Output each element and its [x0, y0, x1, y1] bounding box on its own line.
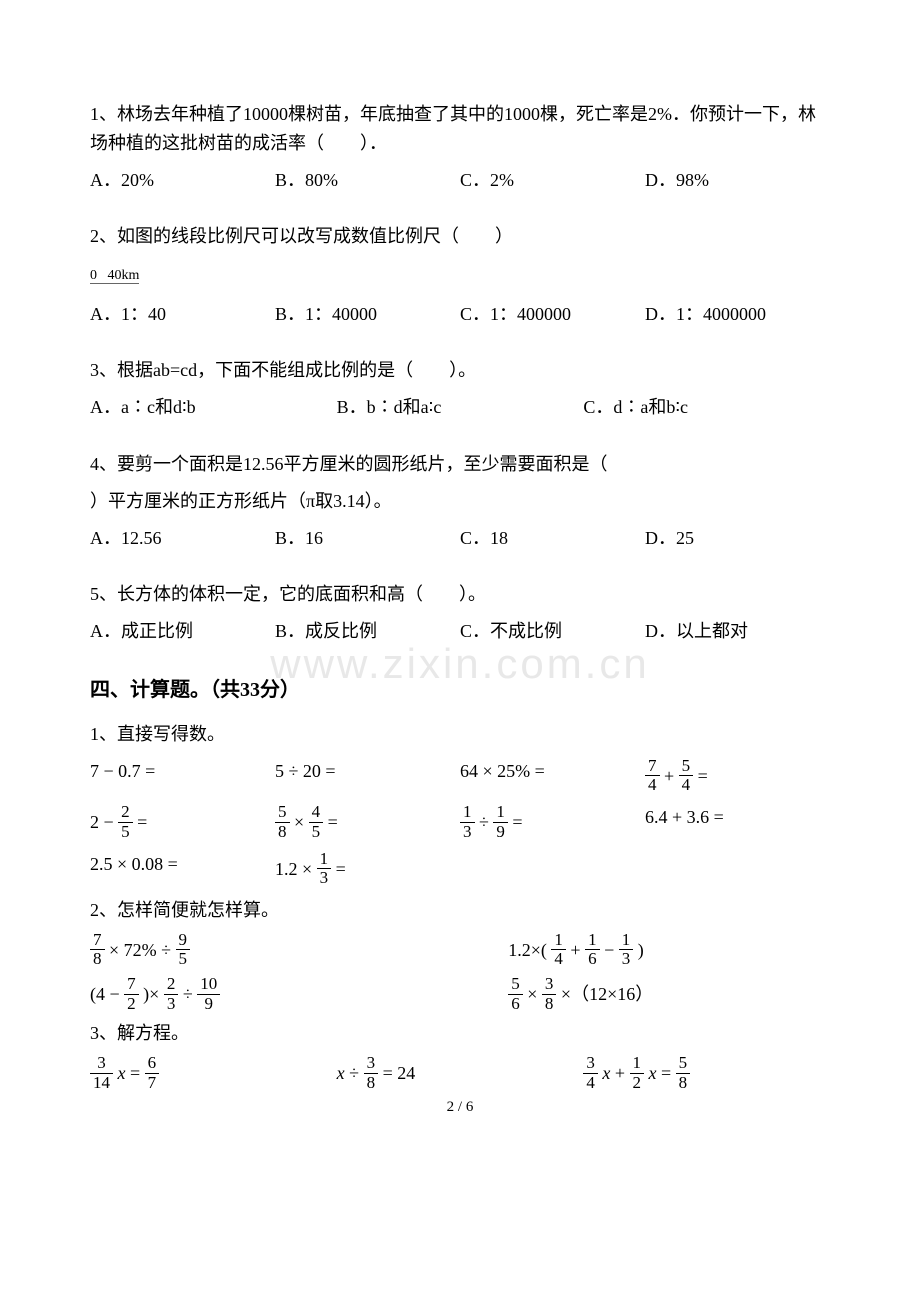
calc-item: 2.5 × 0.08 =	[90, 850, 275, 888]
option-b: B．成反比例	[275, 617, 460, 646]
option-c: C．18	[460, 524, 645, 553]
option-c: C．不成比例	[460, 617, 645, 646]
calc-item: 64 × 25% =	[460, 757, 645, 795]
sub-1-label: 1、直接写得数。	[90, 720, 830, 749]
option-c: C．1：400000	[460, 300, 645, 329]
question-5-text: 5、长方体的体积一定，它的底面积和高（ ）。	[90, 580, 830, 609]
question-3-options: A．a∶c和d∶b B．b∶d和a∶c C．d∶a和b∶c	[90, 393, 830, 422]
option-a: A．成正比例	[90, 617, 275, 646]
calc-item: 78 × 72% ÷ 95	[90, 931, 508, 969]
question-3: 3、根据ab=cd，下面不能组成比例的是（ ）。 A．a∶c和d∶b B．b∶d…	[90, 356, 830, 422]
calc-item: (4 − 72 )× 23 ÷ 109	[90, 975, 508, 1013]
equations-row: 314 x = 67 x ÷ 38 = 24 34 x + 12 x = 58	[90, 1054, 830, 1092]
question-5: 5、长方体的体积一定，它的底面积和高（ ）。 A．成正比例 B．成反比例 C．不…	[90, 580, 830, 646]
page-content: 1、林场去年种植了10000棵树苗，年底抽查了其中的1000棵，死亡率是2%．你…	[90, 100, 830, 1093]
option-b: B．b∶d和a∶c	[337, 393, 584, 422]
calc-item: 6.4 + 3.6 =	[645, 803, 830, 841]
option-b: B．80%	[275, 166, 460, 195]
calc-item: 2 − 25 =	[90, 803, 275, 841]
question-2: 2、如图的线段比例尺可以改写成数值比例尺（ ） 0 40km A．1：40 B．…	[90, 222, 830, 328]
calc-row-2: 2 − 25 = 58 × 45 = 13 ÷ 19 = 6.4 + 3.6 =	[90, 803, 830, 841]
sub-2-label: 2、怎样简便就怎样算。	[90, 896, 830, 925]
option-a: A．a∶c和d∶b	[90, 393, 337, 422]
calc-item: 56 × 38 ×（12×16）	[508, 975, 830, 1013]
option-c: C．2%	[460, 166, 645, 195]
calc-item: 5 ÷ 20 =	[275, 757, 460, 795]
section-4-title: 四、计算题。（共33分）	[90, 674, 830, 706]
calc-item: 7 − 0.7 =	[90, 757, 275, 795]
calc-pair-1: 78 × 72% ÷ 95 1.2×( 14 + 16 − 13 )	[90, 931, 830, 969]
calc-row-1: 7 − 0.7 = 5 ÷ 20 = 64 × 25% = 74 + 54 =	[90, 757, 830, 795]
page-number: 2 / 6	[447, 1095, 474, 1119]
calc-item: 1.2×( 14 + 16 − 13 )	[508, 931, 830, 969]
option-d: D．以上都对	[645, 617, 830, 646]
question-1-text: 1、林场去年种植了10000棵树苗，年底抽查了其中的1000棵，死亡率是2%．你…	[90, 100, 830, 158]
question-4-options: A．12.56 B．16 C．18 D．25	[90, 524, 830, 553]
option-d: D．98%	[645, 166, 830, 195]
question-3-text: 3、根据ab=cd，下面不能组成比例的是（ ）。	[90, 356, 830, 385]
question-2-options: A．1：40 B．1：40000 C．1：400000 D．1：4000000	[90, 300, 830, 329]
option-a: A．1：40	[90, 300, 275, 329]
question-4-text2: ）平方厘米的正方形纸片（π取3.14）。	[90, 487, 830, 516]
option-c: C．d∶a和b∶c	[583, 393, 830, 422]
scale-label: 0 40km	[90, 268, 139, 284]
option-a: A．12.56	[90, 524, 275, 553]
question-5-options: A．成正比例 B．成反比例 C．不成比例 D．以上都对	[90, 617, 830, 646]
calc-item: 13 ÷ 19 =	[460, 803, 645, 841]
equation-1: 314 x = 67	[90, 1054, 337, 1092]
equation-3: 34 x + 12 x = 58	[583, 1054, 830, 1092]
option-a: A．20%	[90, 166, 275, 195]
equation-2: x ÷ 38 = 24	[337, 1054, 584, 1092]
option-b: B．1：40000	[275, 300, 460, 329]
question-1: 1、林场去年种植了10000棵树苗，年底抽查了其中的1000棵，死亡率是2%．你…	[90, 100, 830, 194]
sub-3-label: 3、解方程。	[90, 1019, 830, 1048]
calc-item: 1.2 × 13 =	[275, 850, 460, 888]
question-1-options: A．20% B．80% C．2% D．98%	[90, 166, 830, 195]
calc-item: 58 × 45 =	[275, 803, 460, 841]
option-d: D．25	[645, 524, 830, 553]
calc-item: 74 + 54 =	[645, 757, 830, 795]
option-d: D．1：4000000	[645, 300, 830, 329]
scale-ruler: 0 40km	[90, 265, 139, 287]
option-b: B．16	[275, 524, 460, 553]
question-4: 4、要剪一个面积是12.56平方厘米的圆形纸片，至少需要面积是（ ）平方厘米的正…	[90, 450, 830, 552]
calc-row-3: 2.5 × 0.08 = 1.2 × 13 =	[90, 850, 830, 888]
question-2-text: 2、如图的线段比例尺可以改写成数值比例尺（ ）	[90, 222, 830, 251]
question-4-text1: 4、要剪一个面积是12.56平方厘米的圆形纸片，至少需要面积是（	[90, 450, 830, 479]
calc-pair-2: (4 − 72 )× 23 ÷ 109 56 × 38 ×（12×16）	[90, 975, 830, 1013]
